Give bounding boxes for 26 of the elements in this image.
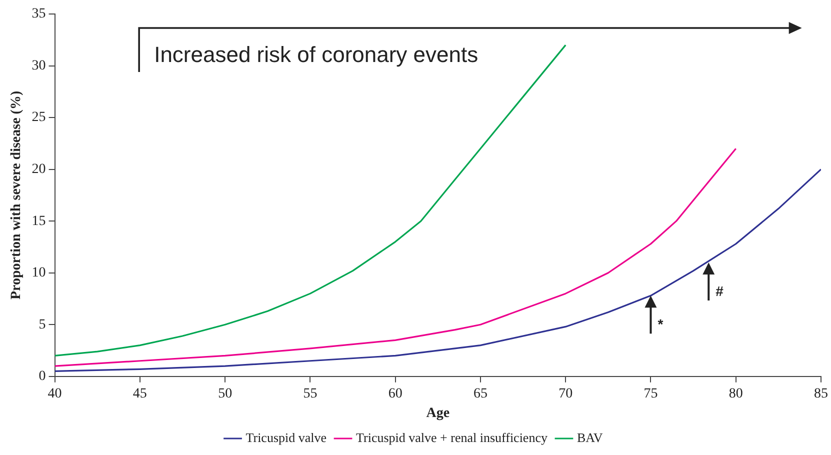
annotation: Increased risk of coronary events xyxy=(154,42,478,68)
x-tick-label: 50 xyxy=(218,386,232,402)
x-tick-label: 70 xyxy=(558,386,573,402)
x-tick-label: 40 xyxy=(48,386,62,402)
x-tick-label: 60 xyxy=(388,386,402,402)
legend-label: Tricuspid valve + renal insufficiency xyxy=(356,430,548,445)
y-tick-label: 0 xyxy=(38,369,46,384)
x-axis-title: Age xyxy=(426,406,450,422)
y-axis-title: Proportion with severe disease (%) xyxy=(9,90,24,300)
x-tick-label: 45 xyxy=(132,386,147,402)
y-tick-label: 20 xyxy=(32,162,46,177)
x-tick-label: 55 xyxy=(303,386,318,402)
y-tick-label: 30 xyxy=(32,58,46,74)
x-tick-label: 75 xyxy=(644,386,658,402)
y-tick-label: 35 xyxy=(32,6,46,22)
x-tick-label: 65 xyxy=(473,386,488,402)
legend-label: Tricuspid valve xyxy=(246,430,327,445)
y-tick-label: 10 xyxy=(32,266,46,281)
legend-label: BAV xyxy=(576,430,604,445)
y-tick-label: 5 xyxy=(38,317,46,332)
x-tick-label: 85 xyxy=(814,386,828,402)
annotation: * xyxy=(658,316,664,332)
y-tick-label: 25 xyxy=(32,110,46,126)
y-tick-label: 15 xyxy=(32,214,46,229)
x-tick-label: 80 xyxy=(728,386,743,402)
annotation: # xyxy=(716,282,724,298)
